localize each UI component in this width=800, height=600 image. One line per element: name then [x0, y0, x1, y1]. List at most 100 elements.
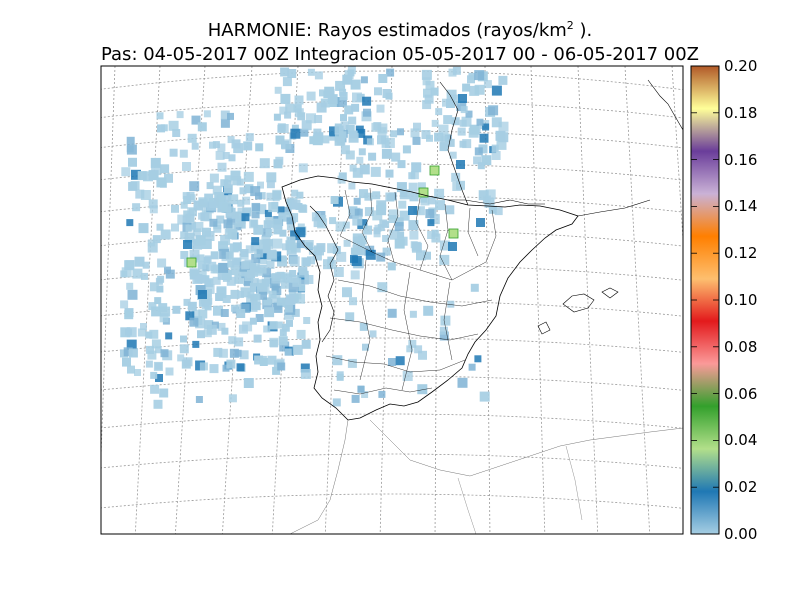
lightning-cell [334, 125, 344, 135]
lightning-cell [206, 182, 214, 190]
lightning-cell [279, 329, 287, 337]
lightning-cell [491, 151, 501, 160]
lightning-cell [344, 105, 354, 115]
lightning-cell [362, 343, 369, 351]
lightning-cell [366, 138, 374, 146]
lightning-cell [164, 173, 173, 183]
lightning-cell [304, 275, 314, 284]
lightning-cell [410, 171, 419, 180]
colorbar-tick-label: 0.04 [724, 431, 758, 450]
lightning-cell [388, 215, 397, 223]
lightning-cell [265, 228, 273, 236]
lightning-cell [236, 304, 244, 312]
lightning-cell [280, 211, 291, 222]
lightning-cell [312, 135, 323, 146]
lightning-cell [439, 142, 449, 152]
lightning-cell [152, 235, 161, 244]
lightning-cell [216, 215, 225, 224]
lightning-cell [189, 317, 199, 327]
lightning-cell [272, 273, 281, 282]
lightning-cell [459, 119, 467, 127]
lightning-cell [408, 206, 417, 215]
colorbar-tick-label: 0.18 [724, 103, 758, 122]
lightning-cell [439, 254, 450, 265]
graticule-parallel [101, 375, 683, 391]
lightning-cell [356, 156, 364, 164]
lightning-cell [479, 391, 490, 402]
lightning-cell [270, 294, 281, 304]
lightning-cell [198, 197, 207, 206]
lightning-cell [234, 274, 244, 284]
lightning-cell [494, 207, 503, 216]
lightning-cell [147, 350, 157, 360]
lightning-cell [239, 187, 247, 195]
plot-frame [100, 65, 684, 535]
colorbar-tick-label: 0.14 [724, 197, 758, 216]
lightning-cell [210, 251, 219, 260]
lightning-cell [142, 261, 150, 269]
lightning-cell [256, 204, 267, 215]
lightning-cell [457, 377, 468, 388]
lightning-cell [467, 75, 475, 84]
colorbar-tick-label: 0.00 [724, 525, 758, 543]
lightning-cell [199, 362, 208, 371]
lightning-cell [272, 238, 283, 249]
lightning-cell [281, 139, 292, 150]
lightning-cell [220, 118, 230, 128]
lightning-cell [227, 112, 234, 120]
lightning-cell [476, 218, 485, 227]
lightning-cell [339, 88, 347, 96]
lightning-cell [377, 123, 388, 134]
lightning-cell [215, 293, 224, 301]
colorbar-tick-label: 0.08 [724, 337, 758, 356]
lightning-cell [198, 290, 207, 299]
lightning-cell [345, 312, 355, 322]
lightning-cell [301, 120, 312, 131]
lightning-cell [340, 121, 349, 130]
lightning-cell [359, 164, 370, 175]
lightning-cell [364, 192, 373, 201]
lightning-cell [140, 323, 147, 330]
lightning-cell [244, 259, 254, 269]
lightning-cell [297, 223, 305, 231]
lightning-cell [212, 141, 220, 149]
lightning-cell [422, 100, 432, 110]
lightning-cell [427, 196, 436, 205]
lightning-cell [147, 239, 155, 247]
lightning-cell [291, 124, 299, 132]
lightning-cell [250, 278, 259, 287]
lightning-cell [148, 170, 159, 181]
lightning-cell [285, 103, 295, 113]
lightning-cell [336, 251, 347, 262]
lightning-cell [253, 224, 264, 235]
lightning-cell [329, 126, 339, 137]
lightning-cell [155, 374, 163, 382]
lightning-cell [279, 229, 287, 237]
lightning-cell [189, 222, 197, 230]
lightning-cell [258, 192, 266, 200]
lightning-cell [179, 344, 189, 354]
graticule-meridian [379, 66, 393, 534]
lightning-cell [172, 129, 181, 137]
lightning-cell [132, 203, 141, 212]
lightning-cell [121, 267, 132, 278]
lightning-cell [460, 106, 468, 114]
lightning-cell [147, 242, 158, 253]
lightning-cell [277, 206, 285, 214]
lightning-cell [397, 128, 404, 136]
lightning-cell [353, 197, 361, 205]
lightning-cell [251, 254, 261, 263]
lightning-cell [263, 325, 271, 333]
lightning-cell [246, 295, 255, 304]
lightning-cell [350, 254, 358, 263]
lightning-cell [204, 303, 212, 311]
lightning-cell [160, 349, 169, 358]
lightning-cell [289, 270, 297, 277]
lightning-cell [245, 245, 254, 254]
lightning-cell [231, 258, 240, 267]
lightning-cell [176, 111, 184, 119]
lightning-cell [291, 199, 301, 209]
lightning-cell [150, 157, 161, 168]
lightning-cell [300, 128, 309, 137]
lightning-cell [137, 171, 147, 181]
